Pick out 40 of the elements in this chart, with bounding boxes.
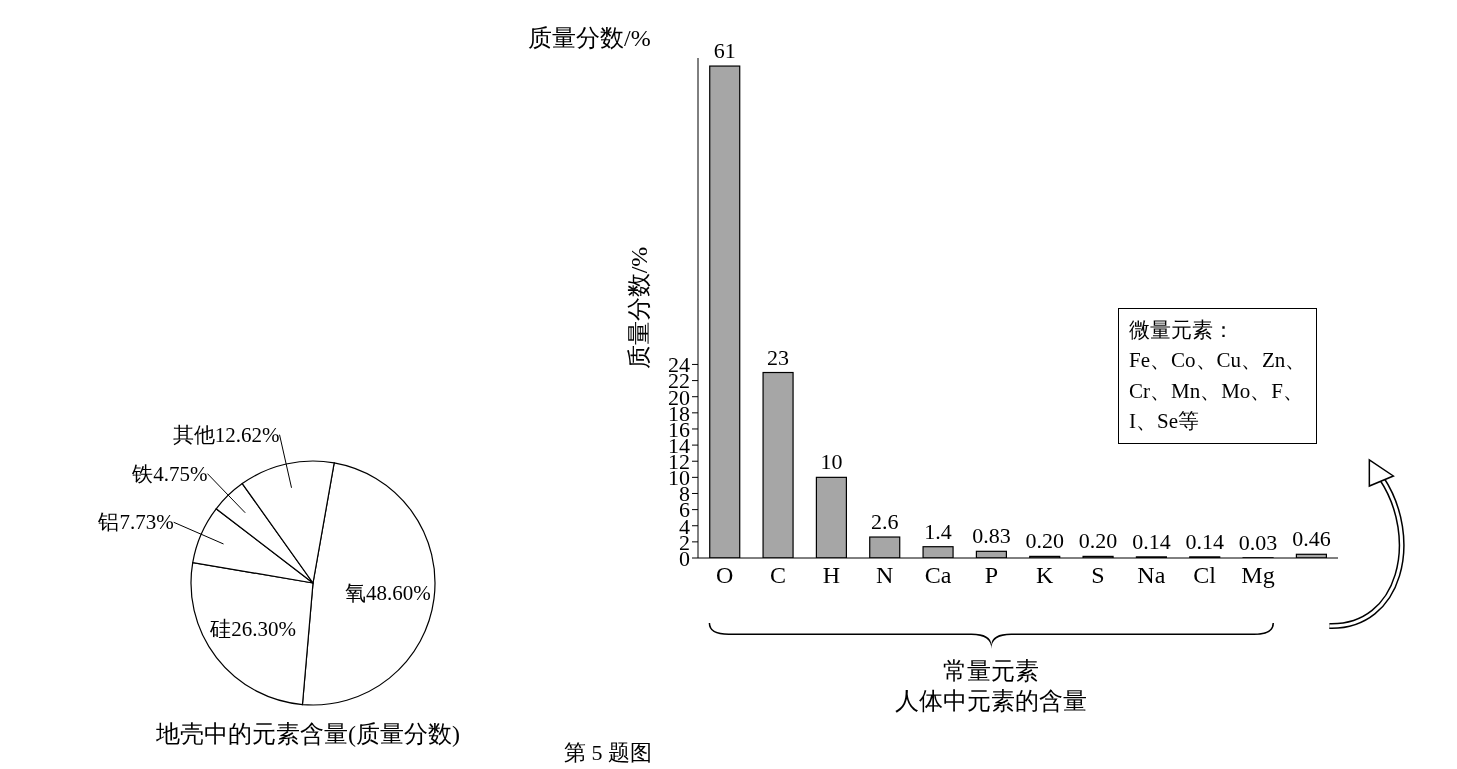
data-label: 12.62% xyxy=(214,422,280,447)
data-label: 0.03 xyxy=(1238,529,1278,555)
data-label: 48.60% xyxy=(366,580,431,605)
data-label: 4.75% xyxy=(153,461,208,486)
text: 第 5 题图 xyxy=(563,739,653,767)
text: 质量分数/% xyxy=(528,24,651,53)
x-tick-label: P xyxy=(984,562,999,589)
data-label: 10 xyxy=(820,449,843,475)
text: 地壳中的元素含量(质量分数) xyxy=(156,721,460,747)
x-tick-label: Ca xyxy=(924,562,952,589)
data-label: 0.14 xyxy=(1132,528,1171,554)
slice-label: 氧 xyxy=(345,580,367,605)
data-label: 0.14 xyxy=(1185,528,1224,554)
data-label: 61 xyxy=(713,38,736,64)
text: 人体中元素的含量 xyxy=(894,687,1089,716)
data-label: 26.30% xyxy=(231,617,297,642)
x-tick-label: Cl xyxy=(1193,562,1217,589)
text: 常量元素 xyxy=(942,657,1041,686)
data-label: 0.46 xyxy=(1292,526,1331,552)
x-tick-label: H xyxy=(822,562,841,589)
slice-label: 硅 xyxy=(209,617,232,642)
x-tick-label: Mg xyxy=(1241,562,1275,589)
data-label: 1.4 xyxy=(924,518,952,544)
annotation: 微量元素： Fe、Co、Cu、Zn、 Cr、Mn、Mo、F、 I、Se等 xyxy=(1118,308,1318,444)
x-tick-label: S xyxy=(1091,562,1105,589)
slice-label: 铁 xyxy=(131,461,154,486)
data-label: 7.73% xyxy=(119,510,174,535)
data-label: 23 xyxy=(767,344,790,370)
y-axis-title: 质量分数/% xyxy=(625,246,652,370)
x-tick-label: K xyxy=(1035,562,1054,589)
x-tick-label: O xyxy=(715,562,734,589)
slice-label: 其他 xyxy=(172,422,215,447)
x-tick-label: Na xyxy=(1137,562,1166,589)
x-tick-label: C xyxy=(769,562,787,589)
data-label: 0.20 xyxy=(1078,528,1118,554)
data-label: 0.83 xyxy=(972,523,1011,549)
slice-label: 铝 xyxy=(97,510,120,535)
x-tick-label: N xyxy=(875,562,894,589)
data-label: 2.6 xyxy=(870,509,899,535)
data-label: 0.20 xyxy=(1025,528,1064,554)
